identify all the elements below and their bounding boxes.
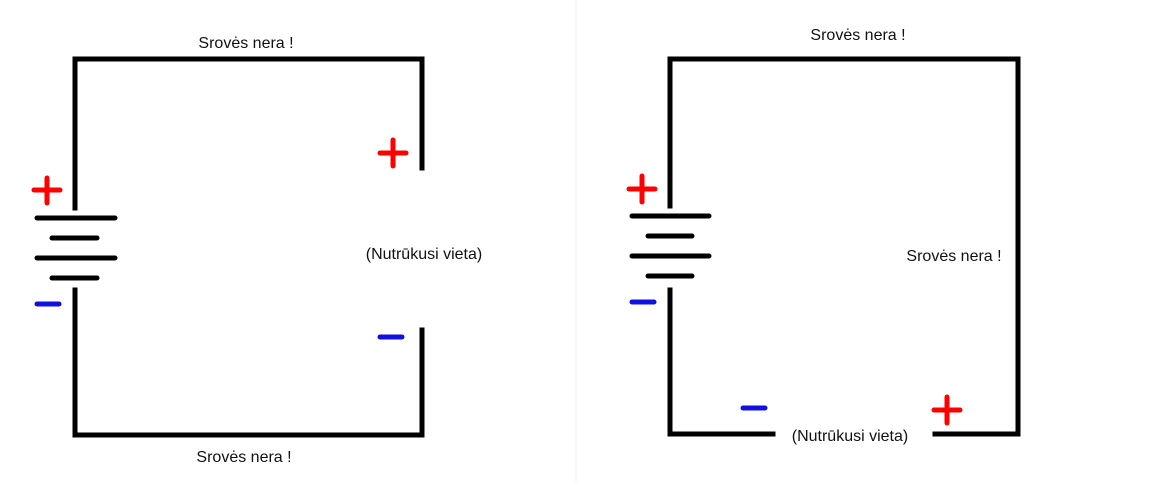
right-battery-plus-sign bbox=[629, 176, 655, 202]
right-circuit-wires bbox=[670, 59, 1018, 434]
right-side-current-label: Srovės nera ! bbox=[906, 248, 1001, 265]
right-circuit: Srovės nera ! Srovės nera ! (Nutrūkusi v… bbox=[629, 27, 1018, 445]
left-top-current-label: Srovės nera ! bbox=[198, 35, 293, 52]
left-battery-plus-sign bbox=[34, 178, 60, 203]
right-break-plus-sign bbox=[934, 397, 960, 423]
right-wire-main bbox=[670, 59, 1018, 434]
right-wire-bottom-left bbox=[670, 290, 773, 434]
left-wire-bottom bbox=[75, 290, 422, 435]
left-wire-top bbox=[75, 59, 422, 208]
left-circuit: Srovės nera ! Srovės nera ! (Nutrūkusi v… bbox=[34, 35, 482, 466]
left-break-point-label: (Nutrūkusi vieta) bbox=[366, 246, 482, 263]
right-top-current-label: Srovės nera ! bbox=[810, 27, 905, 44]
right-battery bbox=[632, 216, 709, 276]
left-battery bbox=[37, 218, 115, 278]
left-bottom-current-label: Srovės nera ! bbox=[196, 449, 291, 466]
left-break-plus-sign bbox=[380, 140, 406, 166]
right-break-point-label: (Nutrūkusi vieta) bbox=[792, 428, 908, 445]
